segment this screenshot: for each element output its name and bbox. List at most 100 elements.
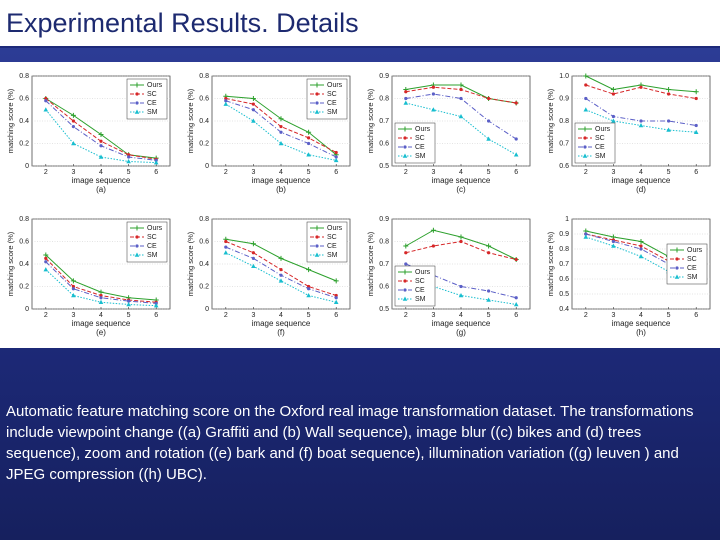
marker (333, 278, 339, 284)
x-tick-label: 3 (611, 169, 615, 176)
legend-label: Ours (147, 225, 163, 232)
marker (431, 85, 435, 89)
legend-marker (402, 126, 408, 132)
y-tick-label: 0.6 (19, 95, 29, 102)
x-axis-label: image sequence (72, 176, 131, 185)
legend-marker (315, 92, 319, 96)
marker (403, 243, 409, 249)
chart: 0.4 0.5 0.6 0.7 0.8 0.9 1 2 3 4 5 6 image sequence(h… (546, 216, 711, 337)
x-tick-label: 6 (514, 169, 518, 176)
legend-label: CE (415, 287, 425, 294)
legend-marker (134, 225, 140, 231)
marker (404, 96, 408, 101)
marker (334, 150, 338, 155)
y-axis-label: matching score (%) (6, 231, 15, 296)
legend-label: SM (327, 109, 338, 116)
marker (458, 114, 464, 119)
y-tick-label: 0 (205, 306, 209, 313)
marker (307, 136, 311, 140)
y-tick-label: 0.8 (199, 73, 209, 80)
legend-marker (674, 274, 680, 279)
panel-label: (a) (96, 185, 106, 194)
marker (459, 284, 463, 289)
x-tick-label: 5 (307, 169, 311, 176)
chart: 0.6 0.7 0.8 0.9 1.0 2 3 4 5 6 image sequence(d) mat… (546, 73, 711, 194)
marker (251, 118, 256, 123)
x-tick-label: 2 (404, 169, 408, 176)
legend-label: SC (687, 256, 697, 263)
marker (71, 287, 75, 291)
marker (458, 293, 464, 298)
marker (71, 293, 76, 298)
legend-label: Ours (327, 82, 343, 89)
y-tick-label: 0.8 (19, 73, 29, 80)
marker (307, 284, 311, 289)
marker (403, 100, 409, 105)
x-tick-label: 4 (279, 312, 283, 319)
x-tick-label: 3 (251, 169, 255, 176)
y-tick-label: 0.8 (559, 118, 569, 125)
marker (584, 232, 588, 236)
chart: 0 0.2 0.4 0.6 0.8 2 3 4 5 6 image sequence(a) match… (6, 73, 171, 194)
y-tick-label: 1 (565, 216, 569, 223)
marker (99, 144, 103, 148)
y-tick-label: 0.4 (19, 118, 29, 125)
x-tick-label: 3 (611, 312, 615, 319)
marker (666, 127, 671, 132)
marker (251, 251, 255, 255)
panel-label: (c) (456, 185, 466, 194)
legend-marker (134, 82, 140, 88)
legend-marker (135, 235, 139, 239)
y-tick-label: 0.5 (559, 291, 569, 298)
marker (126, 302, 131, 307)
marker (70, 278, 76, 284)
marker (639, 247, 643, 251)
y-tick-label: 0.2 (199, 283, 209, 290)
x-axis-label: image sequence (252, 176, 311, 185)
marker (584, 96, 588, 101)
y-tick-label: 0.4 (199, 118, 209, 125)
chart: 0 0.2 0.4 0.6 0.8 2 3 4 5 6 image sequence(e) match… (6, 216, 171, 337)
x-tick-label: 6 (154, 169, 158, 176)
y-tick-label: 0.6 (559, 163, 569, 170)
marker (583, 107, 589, 112)
y-tick-label: 0.8 (559, 246, 569, 253)
legend-label: CE (327, 243, 337, 250)
marker (127, 153, 131, 157)
y-tick-label: 0 (25, 163, 29, 170)
x-tick-label: 6 (694, 169, 698, 176)
marker (513, 152, 519, 157)
series-line (405, 93, 517, 140)
y-tick-label: 0.6 (379, 140, 389, 147)
y-tick-label: 0.9 (559, 231, 569, 238)
marker (611, 239, 616, 244)
x-tick-label: 2 (44, 169, 48, 176)
marker (404, 90, 408, 94)
marker (224, 96, 228, 101)
marker (333, 157, 339, 163)
legend-label: SM (147, 109, 158, 116)
x-tick-label: 3 (71, 312, 75, 319)
y-axis-label: matching score (%) (6, 88, 15, 153)
x-tick-label: 4 (99, 169, 103, 176)
marker (487, 251, 491, 255)
y-tick-label: 0.9 (379, 73, 389, 80)
marker (487, 96, 491, 101)
legend-label: SM (595, 153, 606, 160)
legend-label: CE (415, 144, 425, 151)
panel-label: (f) (277, 328, 285, 337)
panel-background (0, 62, 720, 348)
marker (98, 299, 104, 304)
x-tick-label: 3 (251, 312, 255, 319)
marker (99, 296, 103, 300)
marker (43, 267, 49, 272)
x-tick-label: 5 (667, 169, 671, 176)
chart: 0.5 0.6 0.7 0.8 0.9 2 3 4 5 6 image sequence(c) mat… (366, 73, 531, 194)
x-axis-label: image sequence (612, 176, 671, 185)
marker (279, 125, 283, 129)
legend-label: Ours (687, 247, 703, 254)
legend-marker (582, 153, 588, 158)
marker (514, 101, 518, 105)
marker (693, 89, 699, 95)
